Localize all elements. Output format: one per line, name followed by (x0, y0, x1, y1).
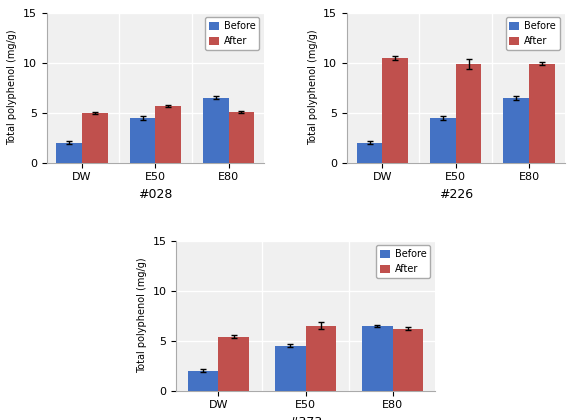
Bar (456, 63, 481, 163)
Bar (357, 143, 382, 163)
Bar (188, 370, 218, 391)
Bar (229, 112, 254, 163)
Bar (393, 328, 423, 391)
Bar (306, 326, 336, 391)
Bar (130, 118, 155, 163)
Bar (155, 105, 181, 163)
X-axis label: #226: #226 (439, 188, 473, 201)
Bar (430, 118, 456, 163)
Bar (82, 113, 108, 163)
Bar (529, 63, 555, 163)
Legend: Before, After: Before, After (506, 18, 560, 50)
Bar (56, 143, 82, 163)
X-axis label: #028: #028 (138, 188, 173, 201)
Y-axis label: Total polyphenol (mg/g): Total polyphenol (mg/g) (8, 30, 17, 145)
Bar (503, 97, 529, 163)
Legend: Before, After: Before, After (376, 245, 430, 278)
Y-axis label: Total polyphenol (mg/g): Total polyphenol (mg/g) (137, 258, 147, 373)
Bar (362, 326, 393, 391)
Bar (382, 58, 408, 163)
X-axis label: #373: #373 (289, 416, 322, 420)
Legend: Before, After: Before, After (205, 18, 260, 50)
Bar (218, 336, 249, 391)
Bar (203, 97, 229, 163)
Y-axis label: Total polyphenol (mg/g): Total polyphenol (mg/g) (308, 30, 318, 145)
Bar (275, 346, 306, 391)
